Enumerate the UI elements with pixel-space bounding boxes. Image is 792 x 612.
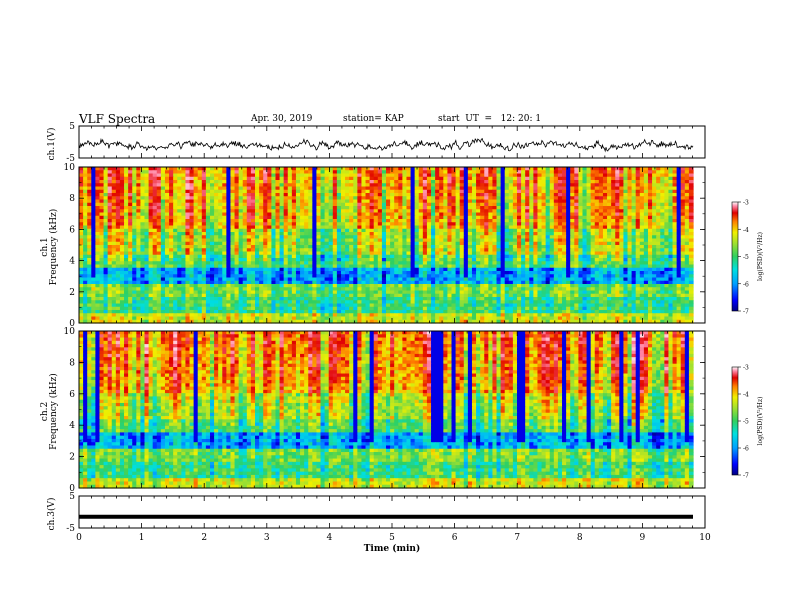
ch1-colorbar-tick: -3 — [743, 200, 749, 207]
ch2-colorbar-tick: -5 — [743, 419, 749, 426]
ch2-spec-ytick: 8 — [69, 358, 75, 368]
ch2-spec-ytick: 6 — [69, 390, 75, 400]
ch3-ylabel: ch.3(V) — [46, 498, 57, 531]
ch1-colorbar-tick: -6 — [743, 281, 749, 288]
ch3-ytick: -5 — [66, 524, 75, 534]
xtick-label: 5 — [389, 533, 395, 543]
date-label: Apr. 30, 2019 — [251, 114, 313, 124]
ch2-spec-ytick: 0 — [69, 484, 75, 494]
xtick-label: 7 — [514, 533, 520, 543]
ch1-ylabel: ch.1(V) — [46, 128, 57, 161]
xtick-label: 8 — [577, 533, 583, 543]
ch1-spec-ytick: 10 — [64, 163, 76, 173]
ch2-spec-ytick: 10 — [64, 327, 76, 337]
ch2-colorbar-tick: -7 — [743, 473, 749, 480]
ch2-colorbar-tick: -4 — [743, 392, 749, 399]
ch2-colorbar-tick: -3 — [743, 365, 749, 372]
ch2-spec-ylabel: Frequency (kHz) — [48, 373, 59, 450]
ch1-colorbar-tick: -4 — [743, 227, 749, 234]
xtick-label: 2 — [201, 533, 207, 543]
start-time-label: start UT = 12: 20: 1 — [438, 114, 542, 124]
chart-title: VLF Spectra — [79, 112, 156, 126]
ch1-colorbar-tick: -5 — [743, 254, 749, 261]
ch2-spec-ylabel: ch.2 — [40, 402, 50, 421]
xtick-label: 0 — [76, 533, 82, 543]
ch1-spec-ytick: 2 — [69, 288, 75, 298]
ch2-spec-ytick: 4 — [69, 421, 75, 431]
ch2-colorbar-label: log(PSD)(V²/Hz) — [757, 397, 764, 446]
station-label: station= KAP — [343, 114, 404, 124]
ch1-trace — [78, 137, 694, 153]
ch1-spectrogram-image — [79, 167, 694, 324]
xtick-label: 3 — [264, 533, 270, 543]
ch2-colorbar-tick: -6 — [743, 446, 749, 453]
xtick-label: 1 — [139, 533, 145, 543]
xtick-label: 6 — [452, 533, 458, 543]
ch1-ytick: 5 — [69, 122, 75, 132]
ch3-ytick: 5 — [69, 492, 75, 502]
xtick-label: 9 — [640, 533, 646, 543]
ch1-ytick: -5 — [66, 154, 75, 164]
ch1-spec-ytick: 4 — [69, 257, 75, 267]
ch1-spec-ylabel: ch.1 — [40, 237, 50, 256]
ch1-spec-ytick: 6 — [69, 225, 75, 235]
x-axis-label: Time (min) — [364, 543, 421, 554]
ch2-spectrogram-image — [79, 331, 694, 489]
ch2-colorbar — [731, 366, 739, 476]
ch1-spec-ytick: 0 — [69, 319, 75, 329]
ch1-colorbar-tick: -7 — [743, 309, 749, 316]
ch1-spec-ylabel: Frequency (kHz) — [48, 209, 59, 286]
ch1-spec-ytick: 8 — [69, 194, 75, 204]
xtick-label: 10 — [699, 533, 711, 543]
ch2-spec-ytick: 2 — [69, 453, 75, 463]
xtick-label: 4 — [327, 533, 333, 543]
ch1-colorbar — [731, 201, 739, 312]
ch1-colorbar-label: log(PSD)(V²/Hz) — [757, 232, 764, 281]
